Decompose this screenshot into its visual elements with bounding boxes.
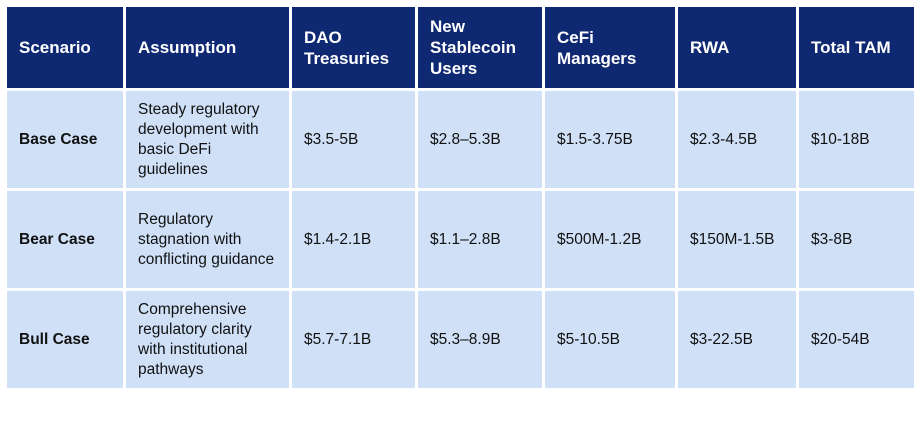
header-new-stablecoin-users: New Stablecoin Users bbox=[415, 4, 545, 91]
dao-treasuries-cell: $3.5-5B bbox=[289, 88, 418, 191]
header-cefi-managers: CeFi Managers bbox=[542, 4, 678, 91]
rwa-cell: $150M-1.5B bbox=[675, 188, 799, 291]
cefi-managers-cell: $5-10.5B bbox=[542, 288, 678, 391]
header-total-tam: Total TAM bbox=[796, 4, 916, 91]
new-stablecoin-users-cell: $5.3–8.9B bbox=[415, 288, 545, 391]
rwa-cell: $3-22.5B bbox=[675, 288, 799, 391]
header-rwa: RWA bbox=[675, 4, 799, 91]
table-row-bull-case: Bull Case Comprehensive regulatory clari… bbox=[4, 288, 916, 391]
header-assumption: Assumption bbox=[123, 4, 292, 91]
rwa-cell: $2.3-4.5B bbox=[675, 88, 799, 191]
tam-scenario-table: Scenario Assumption DAO Treasuries New S… bbox=[4, 4, 916, 391]
header-scenario: Scenario bbox=[4, 4, 126, 91]
new-stablecoin-users-cell: $2.8–5.3B bbox=[415, 88, 545, 191]
scenario-cell: Base Case bbox=[4, 88, 126, 191]
dao-treasuries-cell: $5.7-7.1B bbox=[289, 288, 418, 391]
total-tam-cell: $10-18B bbox=[796, 88, 916, 191]
table-row-base-case: Base Case Steady regulatory development … bbox=[4, 88, 916, 191]
scenario-cell: Bull Case bbox=[4, 288, 126, 391]
assumption-cell: Regulatory stagnation with conflicting g… bbox=[123, 188, 292, 291]
assumption-cell: Steady regulatory development with basic… bbox=[123, 88, 292, 191]
new-stablecoin-users-cell: $1.1–2.8B bbox=[415, 188, 545, 291]
cefi-managers-cell: $500M-1.2B bbox=[542, 188, 678, 291]
header-row: Scenario Assumption DAO Treasuries New S… bbox=[4, 4, 916, 91]
assumption-cell: Comprehensive regulatory clarity with in… bbox=[123, 288, 292, 391]
table-row-bear-case: Bear Case Regulatory stagnation with con… bbox=[4, 188, 916, 291]
header-dao-treasuries: DAO Treasuries bbox=[289, 4, 418, 91]
total-tam-cell: $20-54B bbox=[796, 288, 916, 391]
dao-treasuries-cell: $1.4-2.1B bbox=[289, 188, 418, 291]
scenario-cell: Bear Case bbox=[4, 188, 126, 291]
total-tam-cell: $3-8B bbox=[796, 188, 916, 291]
cefi-managers-cell: $1.5-3.75B bbox=[542, 88, 678, 191]
